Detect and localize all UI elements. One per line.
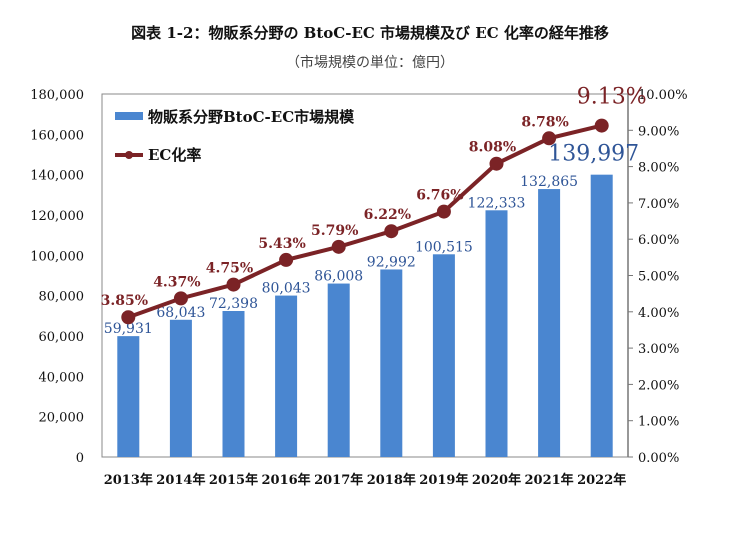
right-tick-label: 9.00%	[638, 124, 679, 139]
x-tick-label: 2013年	[104, 472, 153, 488]
x-tick-label: 2014年	[156, 472, 205, 488]
line-data-label: 9.13%	[577, 85, 647, 110]
bar-data-label: 100,515	[415, 239, 473, 255]
line-data-label: 6.76%	[416, 188, 463, 204]
left-tick-label: 20,000	[39, 411, 85, 426]
ec-rate-point	[331, 239, 346, 254]
bar-data-label: 68,043	[156, 305, 205, 321]
left-tick-label: 180,000	[30, 88, 84, 103]
bar	[275, 295, 298, 457]
left-tick-label: 40,000	[39, 370, 85, 385]
legend-line-label: EC化率	[148, 146, 201, 164]
bar-data-label: 72,398	[209, 296, 258, 312]
bar-data-label: 122,333	[468, 195, 526, 211]
left-tick-label: 140,000	[30, 169, 84, 184]
bar-data-label: 80,043	[262, 281, 311, 297]
right-tick-label: 7.00%	[638, 197, 679, 212]
bar-data-label: 92,992	[367, 254, 416, 270]
left-tick-label: 0	[76, 451, 84, 466]
right-tick-label: 5.00%	[638, 270, 679, 285]
chart-title: 図表 1-2：物販系分野の BtoC-EC 市場規模及び EC 化率の経年推移	[131, 24, 609, 42]
line-data-label: 5.79%	[311, 223, 358, 239]
bar-data-label: 139,997	[548, 142, 639, 167]
right-tick-label: 3.00%	[638, 342, 679, 357]
right-tick-label: 6.00%	[638, 233, 679, 248]
legend-bar-swatch	[115, 112, 143, 120]
left-tick-label: 120,000	[30, 209, 84, 224]
line-data-label: 8.08%	[469, 140, 516, 156]
right-tick-label: 4.00%	[638, 306, 679, 321]
line-data-label: 6.22%	[364, 207, 411, 223]
line-data-label: 5.43%	[258, 236, 305, 252]
ec-rate-point	[173, 291, 188, 306]
ec-rate-point	[489, 156, 504, 171]
legend-line-marker	[125, 151, 133, 159]
right-tick-label: 2.00%	[638, 378, 679, 393]
line-data-label: 3.85%	[101, 293, 148, 309]
ec-rate-point	[384, 224, 399, 239]
left-tick-label: 160,000	[30, 128, 84, 143]
left-tick-label: 100,000	[30, 249, 84, 264]
ec-rate-point	[226, 277, 241, 292]
x-tick-label: 2021年	[525, 472, 574, 488]
right-tick-label: 1.00%	[638, 415, 679, 430]
left-tick-label: 60,000	[39, 330, 85, 345]
left-tick-label: 80,000	[39, 290, 85, 305]
ec-rate-point	[121, 310, 136, 325]
ec-rate-point	[594, 118, 609, 133]
bar-data-label: 59,931	[104, 321, 153, 337]
right-tick-label: 0.00%	[638, 451, 679, 466]
bar	[485, 210, 508, 457]
ec-rate-point	[542, 131, 557, 146]
bar-data-label: 86,008	[314, 269, 363, 285]
x-tick-label: 2017年	[314, 472, 363, 488]
x-tick-label: 2019年	[419, 472, 468, 488]
line-data-label: 4.37%	[153, 274, 200, 290]
ec-rate-point	[436, 204, 451, 219]
bar	[590, 174, 613, 457]
x-tick-label: 2022年	[577, 472, 626, 488]
bar-data-label: 132,865	[520, 174, 578, 190]
ec-rate-point	[279, 252, 294, 267]
line-data-label: 4.75%	[206, 261, 253, 277]
ec-rate-line	[127, 123, 603, 320]
x-tick-label: 2018年	[367, 472, 416, 488]
line-data-label: 8.78%	[521, 114, 568, 130]
legend-bar-label: 物販系分野BtoC-EC市場規模	[148, 108, 355, 126]
chart-subtitle: （市場規模の単位：億円）	[286, 55, 454, 71]
x-tick-label: 2016年	[262, 472, 311, 488]
x-tick-label: 2015年	[209, 472, 258, 488]
right-tick-label: 10.00%	[638, 88, 688, 103]
bar	[538, 189, 561, 457]
bar	[432, 254, 455, 457]
x-tick-label: 2020年	[472, 472, 521, 488]
bar	[117, 336, 140, 457]
right-tick-label: 8.00%	[638, 161, 679, 176]
bar	[327, 283, 350, 457]
bar	[222, 310, 245, 457]
bar	[380, 269, 403, 457]
bar	[169, 319, 192, 457]
